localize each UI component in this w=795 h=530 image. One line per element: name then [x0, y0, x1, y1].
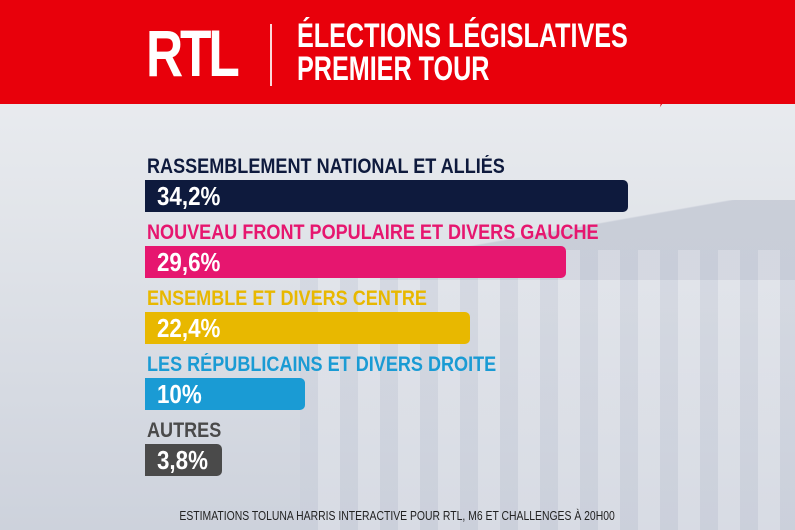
category-label: NOUVEAU FRONT POPULAIRE ET DIVERS GAUCHE: [147, 221, 599, 244]
rtl-logo: RTL: [146, 16, 240, 90]
source-note: ESTIMATIONS TOLUNA HARRIS INTERACTIVE PO…: [0, 508, 795, 523]
header-divider: [270, 24, 272, 86]
data-label: 3,8%: [157, 445, 208, 475]
bar: [145, 246, 567, 278]
background-building: [300, 250, 795, 530]
bar: [145, 444, 222, 476]
bar: [145, 312, 471, 344]
title-line-1: ÉLECTIONS LÉGISLATIVES: [297, 17, 628, 55]
page-title: ÉLECTIONS LÉGISLATIVES PREMIER TOUR: [297, 17, 628, 88]
title-line-2: PREMIER TOUR: [297, 50, 490, 88]
header-banner: RTL ÉLECTIONS LÉGISLATIVES PREMIER TOUR: [0, 0, 795, 104]
category-label: LES RÉPUBLICAINS ET DIVERS DROITE: [147, 353, 497, 376]
data-label: 22,4%: [157, 313, 221, 343]
data-label: 29,6%: [157, 247, 221, 277]
category-label: AUTRES: [147, 419, 222, 442]
data-label: 10%: [157, 379, 202, 409]
bar: [145, 378, 305, 410]
bar: [145, 180, 628, 212]
source-text: ESTIMATIONS TOLUNA HARRIS INTERACTIVE PO…: [179, 508, 616, 523]
category-label: ENSEMBLE ET DIVERS CENTRE: [147, 287, 427, 310]
category-label: RASSEMBLEMENT NATIONAL ET ALLIÉS: [147, 155, 505, 178]
data-label: 34,2%: [157, 181, 221, 211]
